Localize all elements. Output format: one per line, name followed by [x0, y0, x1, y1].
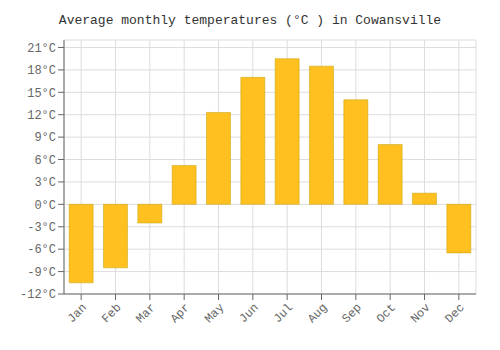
svg-text:May: May [202, 301, 227, 326]
svg-text:Jun: Jun [237, 301, 262, 326]
svg-text:Oct: Oct [374, 301, 399, 326]
svg-text:Aug: Aug [305, 301, 330, 326]
svg-text:Nov: Nov [408, 301, 433, 326]
svg-text:15°C: 15°C [27, 87, 56, 101]
svg-text:3°C: 3°C [34, 176, 56, 190]
svg-text:12°C: 12°C [27, 109, 56, 123]
svg-text:Dec: Dec [443, 301, 468, 326]
svg-text:Apr: Apr [168, 301, 193, 326]
svg-text:Feb: Feb [99, 301, 124, 326]
html-text:Average monthly temperatures (: Average monthly temperatures (°C ) in Co… [58, 13, 442, 28]
svg-text:-9°C: -9°C [27, 266, 56, 280]
svg-text:Sep: Sep [340, 301, 365, 326]
svg-text:-12°C: -12°C [20, 288, 56, 302]
svg-text:21°C: 21°C [27, 42, 56, 56]
svg-text:18°C: 18°C [27, 64, 56, 78]
svg-text:Jul: Jul [271, 301, 296, 326]
svg-text:6°C: 6°C [34, 154, 56, 168]
svg-text:Jan: Jan [65, 301, 90, 326]
svg-text:-6°C: -6°C [27, 243, 56, 257]
svg-text:0°C: 0°C [34, 199, 56, 213]
svg-text:Mar: Mar [134, 301, 159, 326]
svg-text:-3°C: -3°C [27, 221, 56, 235]
svg-text:9°C: 9°C [34, 131, 56, 145]
